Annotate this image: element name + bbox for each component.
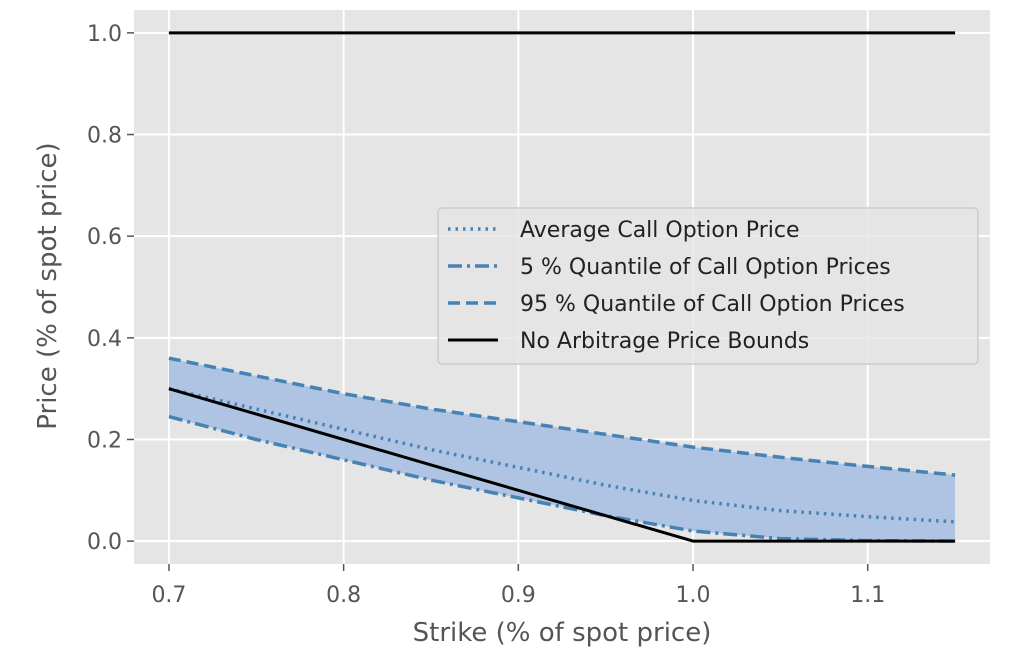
y-tick-label: 0.4 — [87, 327, 122, 352]
x-tick-label: 0.9 — [501, 583, 536, 608]
series-lines — [168, 31, 956, 543]
x-tick-label: 1.1 — [850, 583, 885, 608]
legend-label: No Arbitrage Price Bounds — [520, 329, 809, 354]
y-tick-label: 0.0 — [87, 530, 122, 555]
legend-label: 5 % Quantile of Call Option Prices — [520, 255, 891, 280]
x-tick-label: 0.8 — [326, 583, 361, 608]
quantile-band — [168, 358, 956, 542]
legend: Average Call Option Price 5 % Quantile of… — [437, 207, 979, 365]
y-tick-label: 0.2 — [87, 428, 122, 453]
quantile-band-area — [168, 358, 956, 542]
legend-label: Average Call Option Price — [520, 218, 799, 243]
x-tick-label: 0.7 — [151, 583, 186, 608]
95-quantile-of-call-option-prices-line — [168, 356, 956, 477]
average-call-option-price-line — [168, 386, 956, 524]
no-arbitrage-price-bounds-lower-line — [168, 387, 956, 543]
x-axis-label: Strike (% of spot price) — [413, 618, 712, 648]
legend-box — [437, 207, 979, 365]
y-tick-label: 1.0 — [87, 22, 122, 47]
legend-label: 95 % Quantile of Call Option Prices — [520, 292, 905, 317]
x-tick-label: 1.0 — [676, 583, 711, 608]
y-tick-label: 0.6 — [87, 225, 122, 250]
y-axis-label: Price (% of spot price) — [33, 142, 63, 429]
tick-labels: 0.7 0.8 0.9 1.0 1.1 0.0 0.2 0.4 0.6 0.8 1.0 — [87, 22, 885, 608]
y-tick-label: 0.8 — [87, 124, 122, 149]
